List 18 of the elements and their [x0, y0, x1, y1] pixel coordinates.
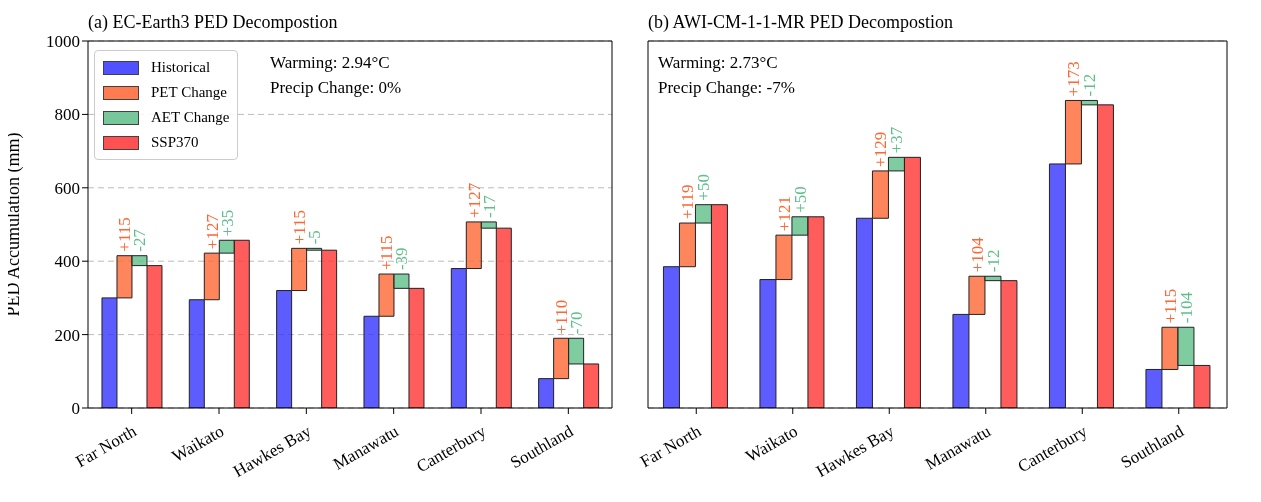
y-tick-label: 1000 — [46, 32, 80, 52]
y-tick-label: 0 — [71, 399, 80, 419]
annotation: Precip Change: -7% — [658, 77, 795, 99]
annotation: Precip Change: 0% — [270, 77, 402, 99]
chart-title: (b) AWI-CM-1-1-MR PED Decompostion — [648, 12, 954, 33]
x-tick-label: Far North — [72, 421, 141, 472]
y-tick-label: 200 — [54, 325, 80, 345]
y-tick-label: 600 — [54, 178, 80, 198]
x-tick-label: Far North — [637, 421, 705, 472]
y-tick-label: 800 — [54, 105, 80, 125]
legend-label: SSP370 — [151, 134, 199, 151]
annotation: Warming: 2.73°C — [658, 52, 779, 74]
legend-label: Historical — [151, 59, 211, 76]
y-tick-label: 400 — [54, 252, 80, 272]
legend-label: PET Change — [151, 84, 227, 101]
chart-title: (a) EC-Earth3 PED Decompostion — [88, 12, 338, 33]
annotation: Warming: 2.94°C — [270, 52, 391, 74]
legend-label: AET Change — [151, 109, 230, 126]
